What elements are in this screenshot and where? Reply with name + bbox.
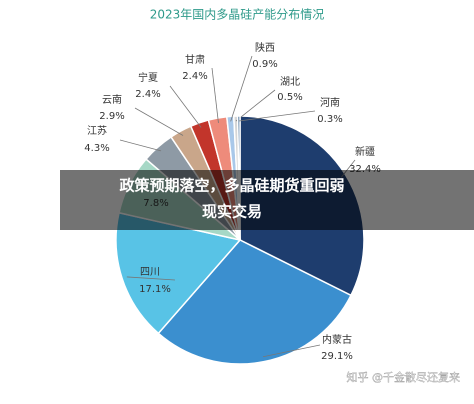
banner-text: 现实交易 [202, 203, 262, 221]
slice-label: 河南 [320, 96, 340, 109]
banner-background [60, 170, 474, 230]
slice-value-label: 2.4% [182, 71, 207, 82]
slice-value-label: 17.1% [139, 284, 171, 295]
leader-line [169, 85, 202, 128]
slice-value-label: 0.9% [252, 59, 277, 70]
leader-line [126, 276, 176, 281]
slice-value-label: 32.4% [349, 164, 381, 175]
leader-line [134, 107, 184, 136]
slice-label: 新疆 [355, 145, 375, 158]
leader-line [238, 110, 316, 122]
slice-value-label: 2.4% [135, 89, 160, 100]
slice-label: 江苏 [87, 124, 107, 137]
banner-text: 政策预期落空，多晶硅期货重回弱 [119, 177, 344, 195]
slice-label: 四川 [140, 267, 160, 278]
slice-label: 宁夏 [138, 71, 158, 84]
leader-line [230, 55, 253, 122]
slice-label: 云南 [102, 93, 122, 106]
leader-line [211, 67, 219, 123]
slice-value-label: 0.5% [277, 92, 302, 103]
watermark: 知乎 @千金散尽还复来 [347, 370, 461, 384]
slice-label: 内蒙古 [322, 333, 352, 346]
slice-label: 湖北 [280, 76, 300, 88]
leader-line [235, 89, 276, 122]
slice-value-label: 4.3% [84, 143, 109, 154]
slice-label: 甘肃 [185, 53, 205, 66]
pie-slice [157, 239, 352, 365]
leader-line [262, 344, 321, 358]
leader-line [119, 139, 162, 152]
slice-value-label: 29.1% [321, 351, 353, 362]
chart-title: 2023年国内多晶硅产能分布情况 [150, 8, 325, 22]
slice-value-label: 2.9% [99, 111, 124, 122]
slice-value-label: 0.3% [317, 114, 342, 125]
slice-label: 陕西 [255, 41, 275, 54]
